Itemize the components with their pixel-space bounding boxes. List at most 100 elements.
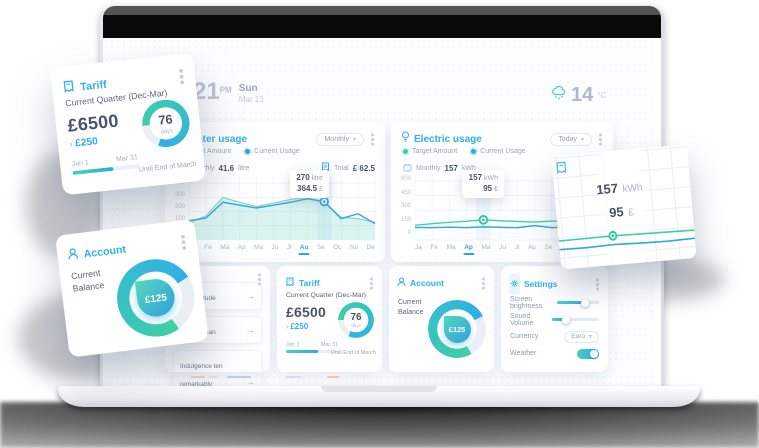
tariff-days-ring: 76 days [338,302,374,338]
tariff-range: Jan 1 Mar 31 [71,154,139,175]
arrow-right-icon: → [247,377,255,387]
month-tab[interactable]: Ma [254,244,264,251]
tariff-receipt-icon [285,274,295,292]
month-tab[interactable]: Oc [333,244,342,251]
month-tab[interactable]: Fe [204,244,212,251]
tariff-days-ring: 76 days [139,97,192,150]
legend-current[interactable]: Current Usage [471,148,526,155]
tariff-title: Tariff [79,77,108,94]
account-gauge: £125 [112,254,199,342]
bulb-icon [401,130,410,148]
day-label: Sun [238,83,258,94]
brightness-label: Screen brightness [510,295,543,310]
notifications-menu-icon[interactable] [258,278,261,281]
trackpad-groove [321,386,437,392]
month-tab[interactable]: De [366,244,375,251]
floating-tariff-card: Tariff Current Quarter (Dec-Mar) £6500 £… [50,53,206,196]
month-tab[interactable]: Ap [464,244,473,251]
weather-toggle[interactable] [577,348,599,359]
month-tab[interactable]: Ja [415,244,422,251]
settings-card: Settings Screen brightness Sound Volume … [501,266,608,372]
laptop-floor-shadow [0,402,759,448]
month-tab[interactable]: Au [299,244,309,251]
tariff-receipt-icon [61,76,76,100]
water-months: JaFeMaApMaJuJlAuSeOcNoDe [189,244,375,251]
target-dot-icon [403,148,408,154]
tariff-menu-icon[interactable] [179,73,184,79]
current-dot-icon [471,148,477,154]
calendar-icon [403,163,412,174]
date-label: Mar 13 [238,95,264,104]
weather-widget: 14 °C [551,84,606,107]
month-tab[interactable]: Fe [430,244,439,251]
month-tab[interactable]: Se [316,244,325,251]
account-balance-label: Current Balance [70,269,105,294]
month-tab[interactable]: Ma [220,244,230,251]
water-period-dropdown[interactable]: Monthly [316,132,364,146]
person-icon [397,274,406,292]
notification-item[interactable]: Indulgence ten remarkablyMarch 2, 11:20 … [173,350,262,386]
gear-icon [509,274,520,294]
tariff-title: Tariff [299,278,320,288]
tariff-range: Jan 1 Mar 31 [286,342,338,353]
month-tab[interactable]: Ju [499,244,506,251]
electric-period-dropdown[interactable]: Today [550,132,592,146]
settings-title: Settings [524,279,558,289]
temperature-value: 14 [571,84,594,106]
month-tab[interactable]: Jl [286,244,292,251]
electric-card-menu-icon[interactable] [599,137,602,141]
month-tab[interactable]: Jl [514,244,520,251]
month-tab[interactable]: Se [544,244,553,251]
month-tab[interactable]: Ma [446,244,456,251]
account-title: Account [82,242,127,261]
account-menu-icon[interactable] [482,281,485,285]
month-tab[interactable]: Au [527,244,536,251]
water-card-menu-icon[interactable] [371,137,374,141]
month-tab[interactable]: Ap [237,244,246,251]
water-card-title: Water usage [188,133,248,145]
account-gauge: £125 [428,300,486,358]
laptop-bezel [103,6,661,38]
clock: 21PM Sun Mar 13 [193,80,264,105]
tariff-card: Tariff Current Quarter (Dec-Mar) £6500 £… [277,266,382,372]
water-total-value: £ 62.5 [352,163,375,173]
account-menu-icon[interactable] [181,239,186,244]
legend-target[interactable]: Target Amount [403,148,457,155]
month-tab[interactable]: Ma [481,244,491,251]
electric-legend: Target Amount Current Usage [403,148,526,155]
currency-label: Currency [510,333,539,340]
electric-monthly-value: 157 [444,163,458,173]
account-title: Account [410,278,444,288]
time-meridiem: PM [219,85,232,95]
arrow-right-icon: → [247,325,255,335]
currency-dropdown[interactable]: Euro [564,330,599,343]
tariff-progress-bar [286,350,338,353]
weather-label: Weather [510,350,537,357]
month-tab[interactable]: Ju [271,244,279,251]
water-chart: 270 litre 364.5 £ [188,170,376,240]
tariff-menu-icon[interactable] [370,281,373,285]
current-dot-icon [245,148,251,154]
floating-kwh-card: 157 kWh 95 £ [551,144,697,270]
water-tooltip: 270 litre 364.5 £ [290,170,329,198]
account-balance-label: Current Balance [398,299,424,316]
volume-slider[interactable] [552,315,599,324]
person-icon [66,243,80,267]
tariff-delta: £250 [286,322,308,331]
water-monthly-value: 41.6 [218,163,235,173]
legend-current[interactable]: Current Usage [245,148,300,155]
water-yaxis: 400300200100 [174,180,185,222]
settings-menu-icon[interactable] [596,282,599,286]
tariff-delta: £250 [69,135,98,149]
tariff-quarter: Current Quarter (Dec-Mar) [286,292,367,299]
month-tab[interactable]: No [349,244,359,251]
tariff-amount: £6500 [66,109,120,136]
electric-tooltip: 157 kWh 95 £ [462,170,504,198]
kwh-mini-chart [556,202,696,266]
electric-yaxis: 600 450 300 150 0 [400,176,411,236]
tariff-until: Until End of March [330,350,376,356]
rain-cloud-icon [551,85,567,105]
brightness-slider[interactable] [557,298,599,307]
